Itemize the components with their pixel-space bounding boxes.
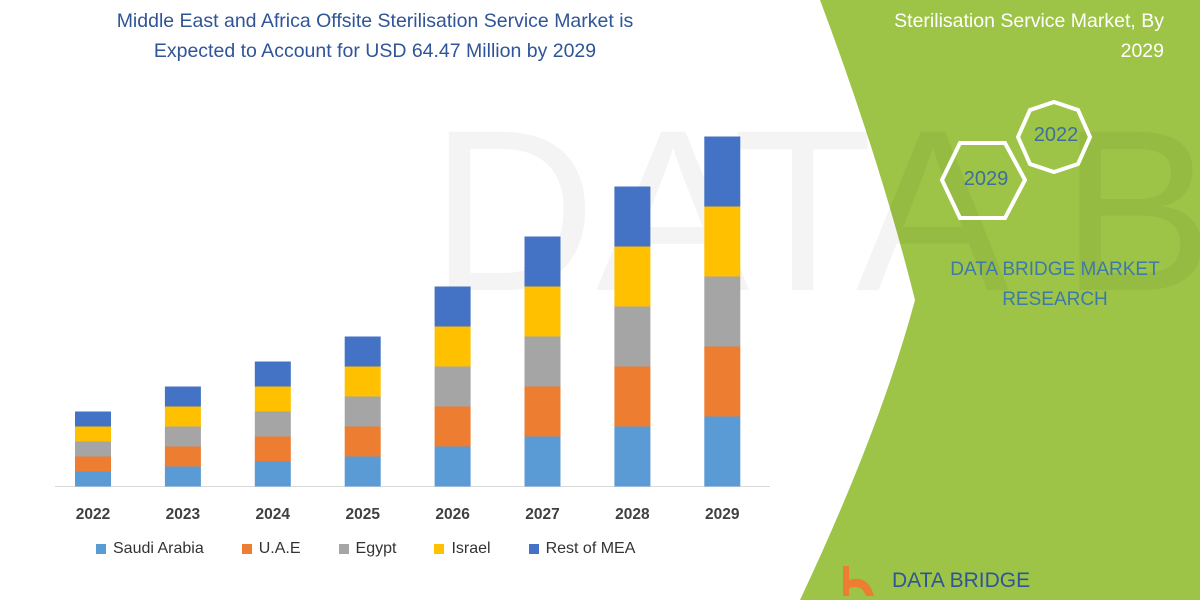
legend-swatch <box>241 544 252 554</box>
bar-segment-israel-2026 <box>434 326 471 367</box>
bar-segment-saudi-arabia-2028 <box>614 426 651 487</box>
x-tick-label: 2023 <box>166 506 201 523</box>
x-tick-label: 2024 <box>256 506 291 523</box>
side-title: Sterilisation Service Market, By 2029 <box>804 6 1164 66</box>
legend-item: U.A.E <box>241 540 301 558</box>
bar-segment-saudi-arabia-2026 <box>434 446 471 487</box>
bar-segment-u-a-e-2028 <box>614 366 651 427</box>
bar-segment-egypt-2024 <box>254 411 291 437</box>
hex-outline-2029 <box>939 141 1028 220</box>
bar-segment-egypt-2025 <box>344 396 381 427</box>
legend-item: Saudi Arabia <box>96 540 204 558</box>
logo-icon <box>843 566 874 596</box>
brand-text: DATA BRIDGE MARKET RESEARCH <box>925 255 1185 315</box>
legend-label: U.A.E <box>258 540 301 557</box>
bar-segment-israel-2023 <box>164 406 201 427</box>
x-tick-label: 2026 <box>435 506 470 523</box>
x-tick-label: 2027 <box>525 506 559 523</box>
bar-segment-rest-of-mea-2023 <box>164 386 201 407</box>
title-line-1: Middle East and Africa Offsite Sterilisa… <box>116 10 634 32</box>
bar-segment-israel-2027 <box>524 286 561 337</box>
bar-segment-rest-of-mea-2025 <box>344 336 381 367</box>
bar-segment-u-a-e-2024 <box>254 436 291 462</box>
bar-segment-israel-2029 <box>704 206 741 277</box>
bar-segment-saudi-arabia-2027 <box>524 436 561 487</box>
bar-segment-rest-of-mea-2028 <box>614 186 651 247</box>
legend-swatch <box>528 544 539 554</box>
bar-segment-saudi-arabia-2024 <box>254 461 291 487</box>
bar-segment-egypt-2026 <box>434 366 471 407</box>
bar-segment-egypt-2023 <box>164 426 201 447</box>
bar-segment-rest-of-mea-2027 <box>524 236 561 287</box>
bar-segment-rest-of-mea-2029 <box>704 136 741 207</box>
x-tick-label: 2022 <box>76 506 110 523</box>
green-panel <box>800 0 1200 600</box>
bar-segment-u-a-e-2025 <box>344 426 381 457</box>
legend-item: Israel <box>434 540 491 558</box>
bar-segment-egypt-2028 <box>614 306 651 367</box>
hex-label-2022: 2022 <box>1033 124 1079 146</box>
bar-segment-u-a-e-2027 <box>524 386 561 437</box>
legend: Saudi Arabia U.A.E Egypt Israel Rest of MEA <box>96 540 673 558</box>
bar-segment-saudi-arabia-2025 <box>344 456 381 487</box>
chart-title: Middle East and Africa Offsite Sterilisa… <box>20 6 730 66</box>
title-line-2: Expected to Account for USD 64.47 Millio… <box>153 40 597 62</box>
brand-line-2: RESEARCH <box>1002 289 1108 310</box>
legend-swatch <box>434 544 445 554</box>
hex-outline-2022 <box>1015 99 1093 175</box>
x-tick-label: 2025 <box>345 506 380 523</box>
bar-segment-rest-of-mea-2022 <box>75 411 111 427</box>
bar-segment-israel-2022 <box>75 426 111 442</box>
bar-segment-egypt-2029 <box>704 276 741 347</box>
legend-label: Saudi Arabia <box>113 540 204 557</box>
legend-label: Egypt <box>355 540 397 557</box>
bar-segment-israel-2024 <box>254 386 291 412</box>
legend-swatch <box>338 544 349 554</box>
stacked-bar-chart: 2022 2023 2024 2025 2026 2027 2028 2029 <box>55 136 770 523</box>
bar-segment-rest-of-mea-2026 <box>434 286 471 327</box>
x-tick-label: 2029 <box>705 506 740 523</box>
side-title-line-1: Sterilisation Service Market, By <box>894 10 1164 32</box>
bar-segment-egypt-2027 <box>524 336 561 387</box>
legend-label: Israel <box>451 540 491 557</box>
bar-segment-u-a-e-2022 <box>75 456 111 472</box>
bar-segment-saudi-arabia-2023 <box>164 466 201 487</box>
bar-segment-rest-of-mea-2024 <box>254 361 291 387</box>
logo-text: DATA BRIDGE <box>892 569 1031 592</box>
bar-segment-israel-2025 <box>344 366 381 397</box>
bar-segment-u-a-e-2029 <box>704 346 741 417</box>
legend-item: Egypt <box>338 540 397 558</box>
x-tick-label: 2028 <box>615 506 650 523</box>
bar-segment-saudi-arabia-2029 <box>704 416 741 487</box>
bar-segment-saudi-arabia-2022 <box>75 471 111 487</box>
legend-label: Rest of MEA <box>545 540 636 557</box>
legend-swatch <box>96 544 106 554</box>
bar-segment-israel-2028 <box>614 246 651 307</box>
brand-line-1: DATA BRIDGE MARKET <box>950 259 1160 280</box>
side-title-line-2: 2029 <box>1120 40 1164 62</box>
bar-segment-u-a-e-2026 <box>434 406 471 447</box>
bar-segment-u-a-e-2023 <box>164 446 201 467</box>
legend-item: Rest of MEA <box>528 540 636 558</box>
bar-segment-egypt-2022 <box>75 441 111 457</box>
hex-label-2029: 2029 <box>963 168 1009 190</box>
